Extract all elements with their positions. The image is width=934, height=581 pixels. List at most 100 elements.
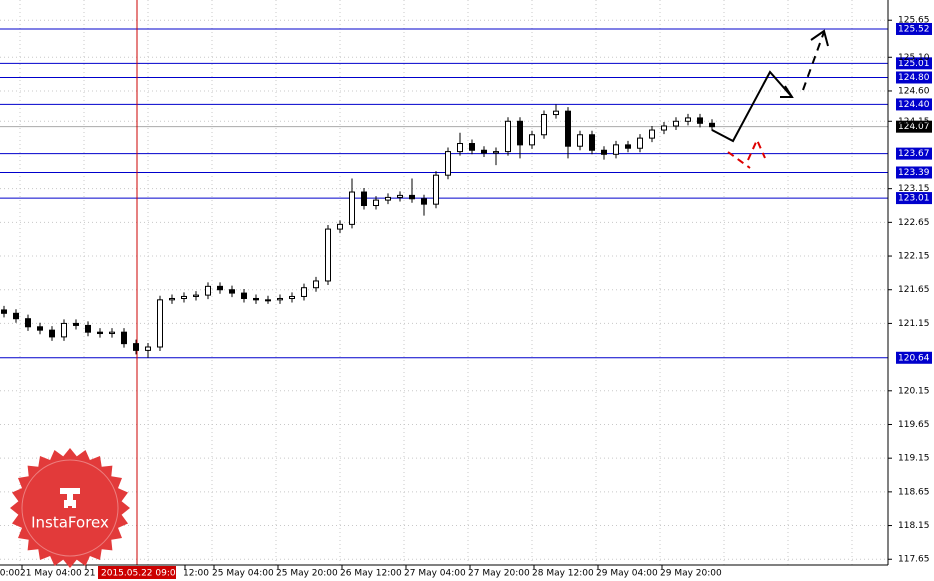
candle-body — [253, 297, 259, 301]
candle-body — [229, 289, 235, 294]
x-tick-label: 20:00 — [0, 569, 20, 579]
candle-body — [325, 228, 331, 282]
candle-body — [601, 149, 607, 155]
candle-body — [649, 129, 655, 139]
x-tick-label: 21 May 04:00 — [20, 569, 82, 579]
candle-body — [169, 297, 175, 301]
y-tick-label: 124.15 — [898, 117, 930, 127]
candle-body — [577, 134, 583, 147]
candle-body — [85, 324, 91, 333]
logo-ring — [21, 459, 119, 557]
level-label: 124.80 — [898, 73, 930, 83]
level-label-box — [896, 98, 932, 111]
y-tick-label: 118.15 — [898, 521, 930, 531]
candle-body — [301, 287, 307, 297]
level-label: 123.01 — [898, 194, 930, 204]
level-label: 125.52 — [898, 24, 930, 34]
candle-body — [289, 295, 295, 299]
candle-body — [661, 125, 667, 131]
y-tick-label: 122.15 — [898, 252, 930, 262]
candle-body — [385, 196, 391, 201]
level-label: 120.64 — [898, 353, 930, 363]
candle-body — [25, 318, 31, 328]
y-tick-label: 123.15 — [898, 184, 930, 194]
candle-body — [61, 322, 67, 338]
candle-body — [457, 143, 463, 153]
candle-body — [193, 294, 199, 297]
forecast-arrows — [711, 29, 829, 169]
x-tick-label: 29 May 04:00 — [596, 569, 658, 579]
level-label-box — [896, 57, 932, 70]
x-tick-label: 29 May 20:00 — [660, 569, 722, 579]
y-tick-label: 117.65 — [898, 555, 930, 565]
y-tick-label: 121.15 — [898, 319, 930, 329]
level-label-box — [896, 71, 932, 84]
candle-body — [49, 329, 55, 338]
level-label-box — [896, 192, 932, 205]
x-tick-label: 27 May 04:00 — [404, 569, 466, 579]
candles — [1, 104, 715, 358]
candle-body — [445, 151, 451, 176]
candle-body — [133, 343, 139, 351]
candle-body — [109, 331, 115, 335]
y-tick-label: 118.65 — [898, 487, 930, 497]
candle-body — [337, 223, 343, 230]
candle-body — [409, 194, 415, 200]
logo-text: InstaForex — [31, 514, 109, 532]
candle-body — [13, 312, 19, 320]
candle-body — [313, 280, 319, 289]
candle-body — [205, 285, 211, 296]
level-label-box — [896, 22, 932, 35]
logo-icon — [60, 488, 80, 508]
candle-body — [589, 134, 595, 151]
level-label: 124.40 — [898, 100, 930, 110]
y-tick-label: 119.65 — [898, 420, 930, 430]
price-label: 124.07 — [898, 122, 930, 132]
candle-body — [265, 299, 271, 302]
arrow-head — [810, 29, 829, 47]
level-label: 123.39 — [898, 168, 930, 178]
grid — [0, 0, 888, 565]
level-label-box — [896, 351, 932, 364]
candle-body — [349, 191, 355, 225]
candle-body — [241, 292, 247, 299]
candle-body — [505, 120, 511, 153]
logo-badge — [10, 448, 130, 568]
candle-body — [397, 194, 403, 198]
candle-body — [517, 120, 523, 146]
candle-body — [361, 191, 367, 207]
y-tick-label: 122.65 — [898, 218, 930, 228]
x-tick-label: 25 May 04:00 — [212, 569, 274, 579]
x-tick-label: 26 May 12:00 — [340, 569, 402, 579]
y-tick-label: 121.65 — [898, 285, 930, 295]
candle-body — [1, 309, 7, 314]
candle-body — [277, 297, 283, 301]
candle-body — [373, 199, 379, 207]
crosshair-label: 2015.05.22 09:00 — [101, 569, 182, 579]
candle-body — [685, 117, 691, 122]
candle-body — [565, 110, 571, 147]
y-tick-label: 125.10 — [898, 53, 930, 63]
candle-body — [421, 198, 427, 205]
y-tick-label: 125.65 — [898, 16, 930, 26]
candle-body — [637, 137, 643, 149]
price-label-box — [896, 120, 932, 133]
y-tick-label: 120.15 — [898, 386, 930, 396]
candle-body — [613, 144, 619, 155]
candle-body — [433, 174, 439, 205]
candle-body — [145, 346, 151, 351]
level-label-box — [896, 166, 932, 179]
y-tick-label: 124.60 — [898, 86, 930, 96]
level-label: 125.01 — [898, 59, 930, 69]
logo: InstaForex — [10, 448, 130, 568]
levels: 125.52 125.01 124.80 124.40 123.67 123.39 123.… — [0, 22, 932, 364]
candle-body — [529, 134, 535, 146]
x-tick-label: 21 — [84, 569, 95, 579]
candle-body — [493, 151, 499, 154]
candle-body — [541, 114, 547, 136]
candle-body — [481, 149, 487, 154]
y-axis: 125.65 125.10 124.60 124.15 123.15 122.65 122.… — [888, 16, 930, 565]
forecast-arrow — [711, 70, 793, 143]
forecast-arrow — [802, 31, 825, 91]
